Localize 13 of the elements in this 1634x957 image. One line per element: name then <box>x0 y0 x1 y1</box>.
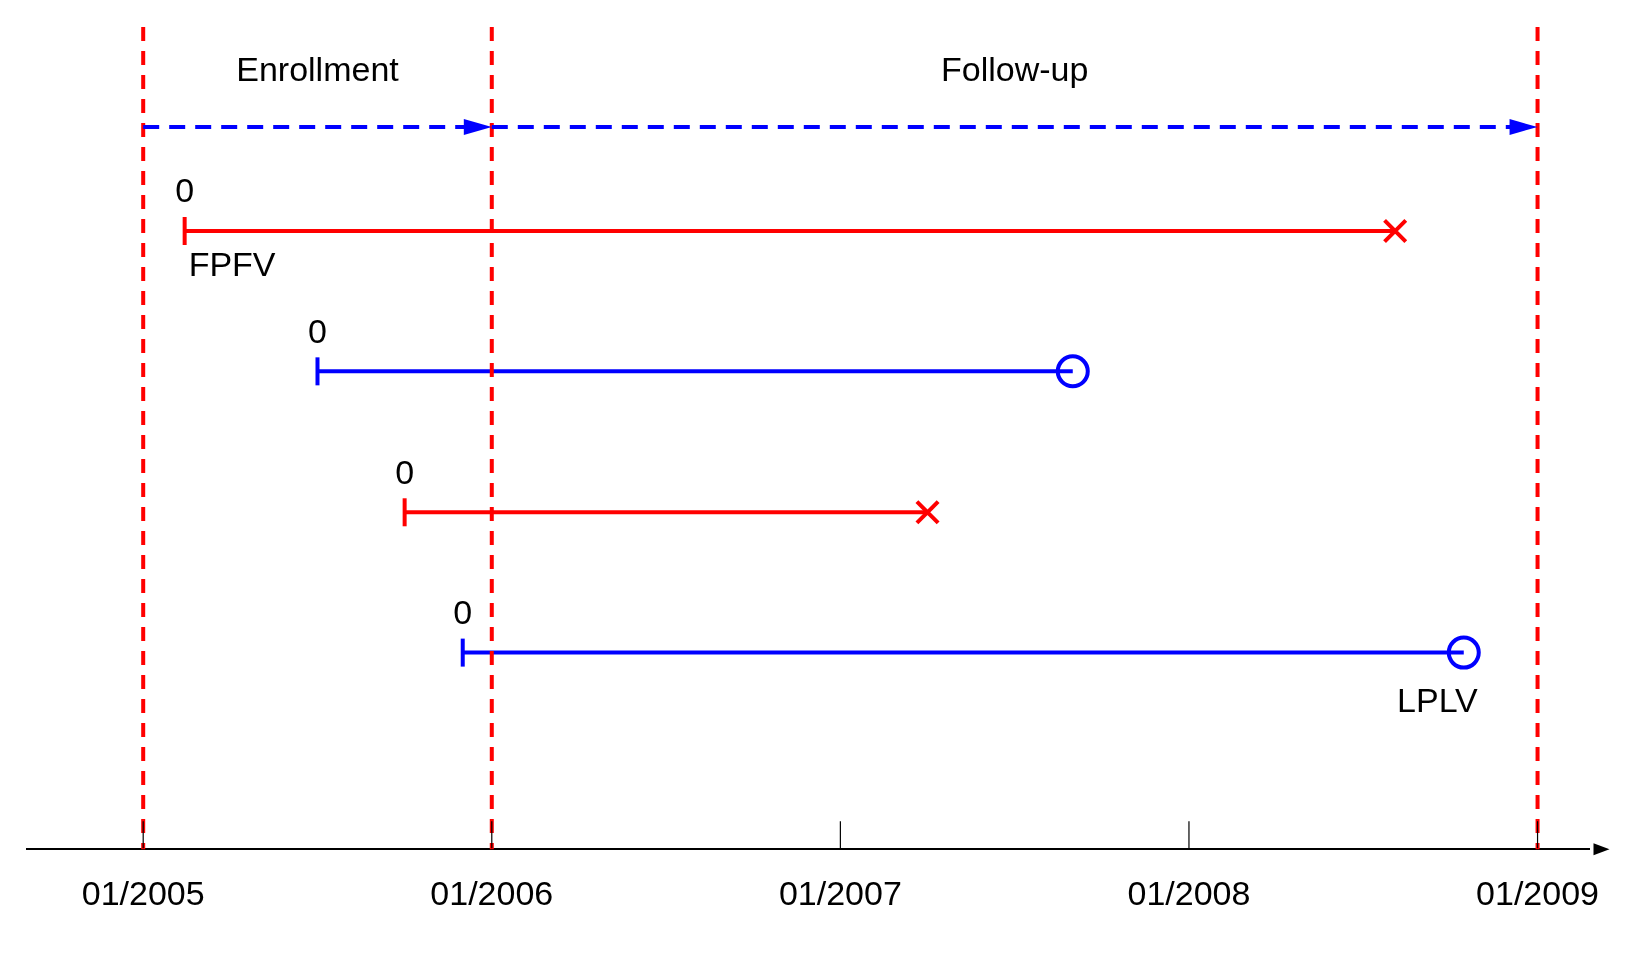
x-tick-label: 01/2007 <box>778 873 902 912</box>
annotation: LPLV <box>1397 680 1479 719</box>
text: Enrollment <box>236 50 400 89</box>
annotation: 0 <box>453 592 473 631</box>
x-tick-label: 01/2006 <box>430 873 554 912</box>
annotation: FPFV <box>188 245 276 284</box>
annotation: 0 <box>308 311 327 350</box>
text: Follow-up <box>940 50 1089 89</box>
annotation: 0 <box>175 171 195 210</box>
annotation: 0 <box>395 452 415 491</box>
x-tick-label: 01/2008 <box>1127 873 1251 912</box>
x-tick-label: 01/2009 <box>1476 873 1599 912</box>
x-tick-label: 01/2005 <box>81 873 205 912</box>
